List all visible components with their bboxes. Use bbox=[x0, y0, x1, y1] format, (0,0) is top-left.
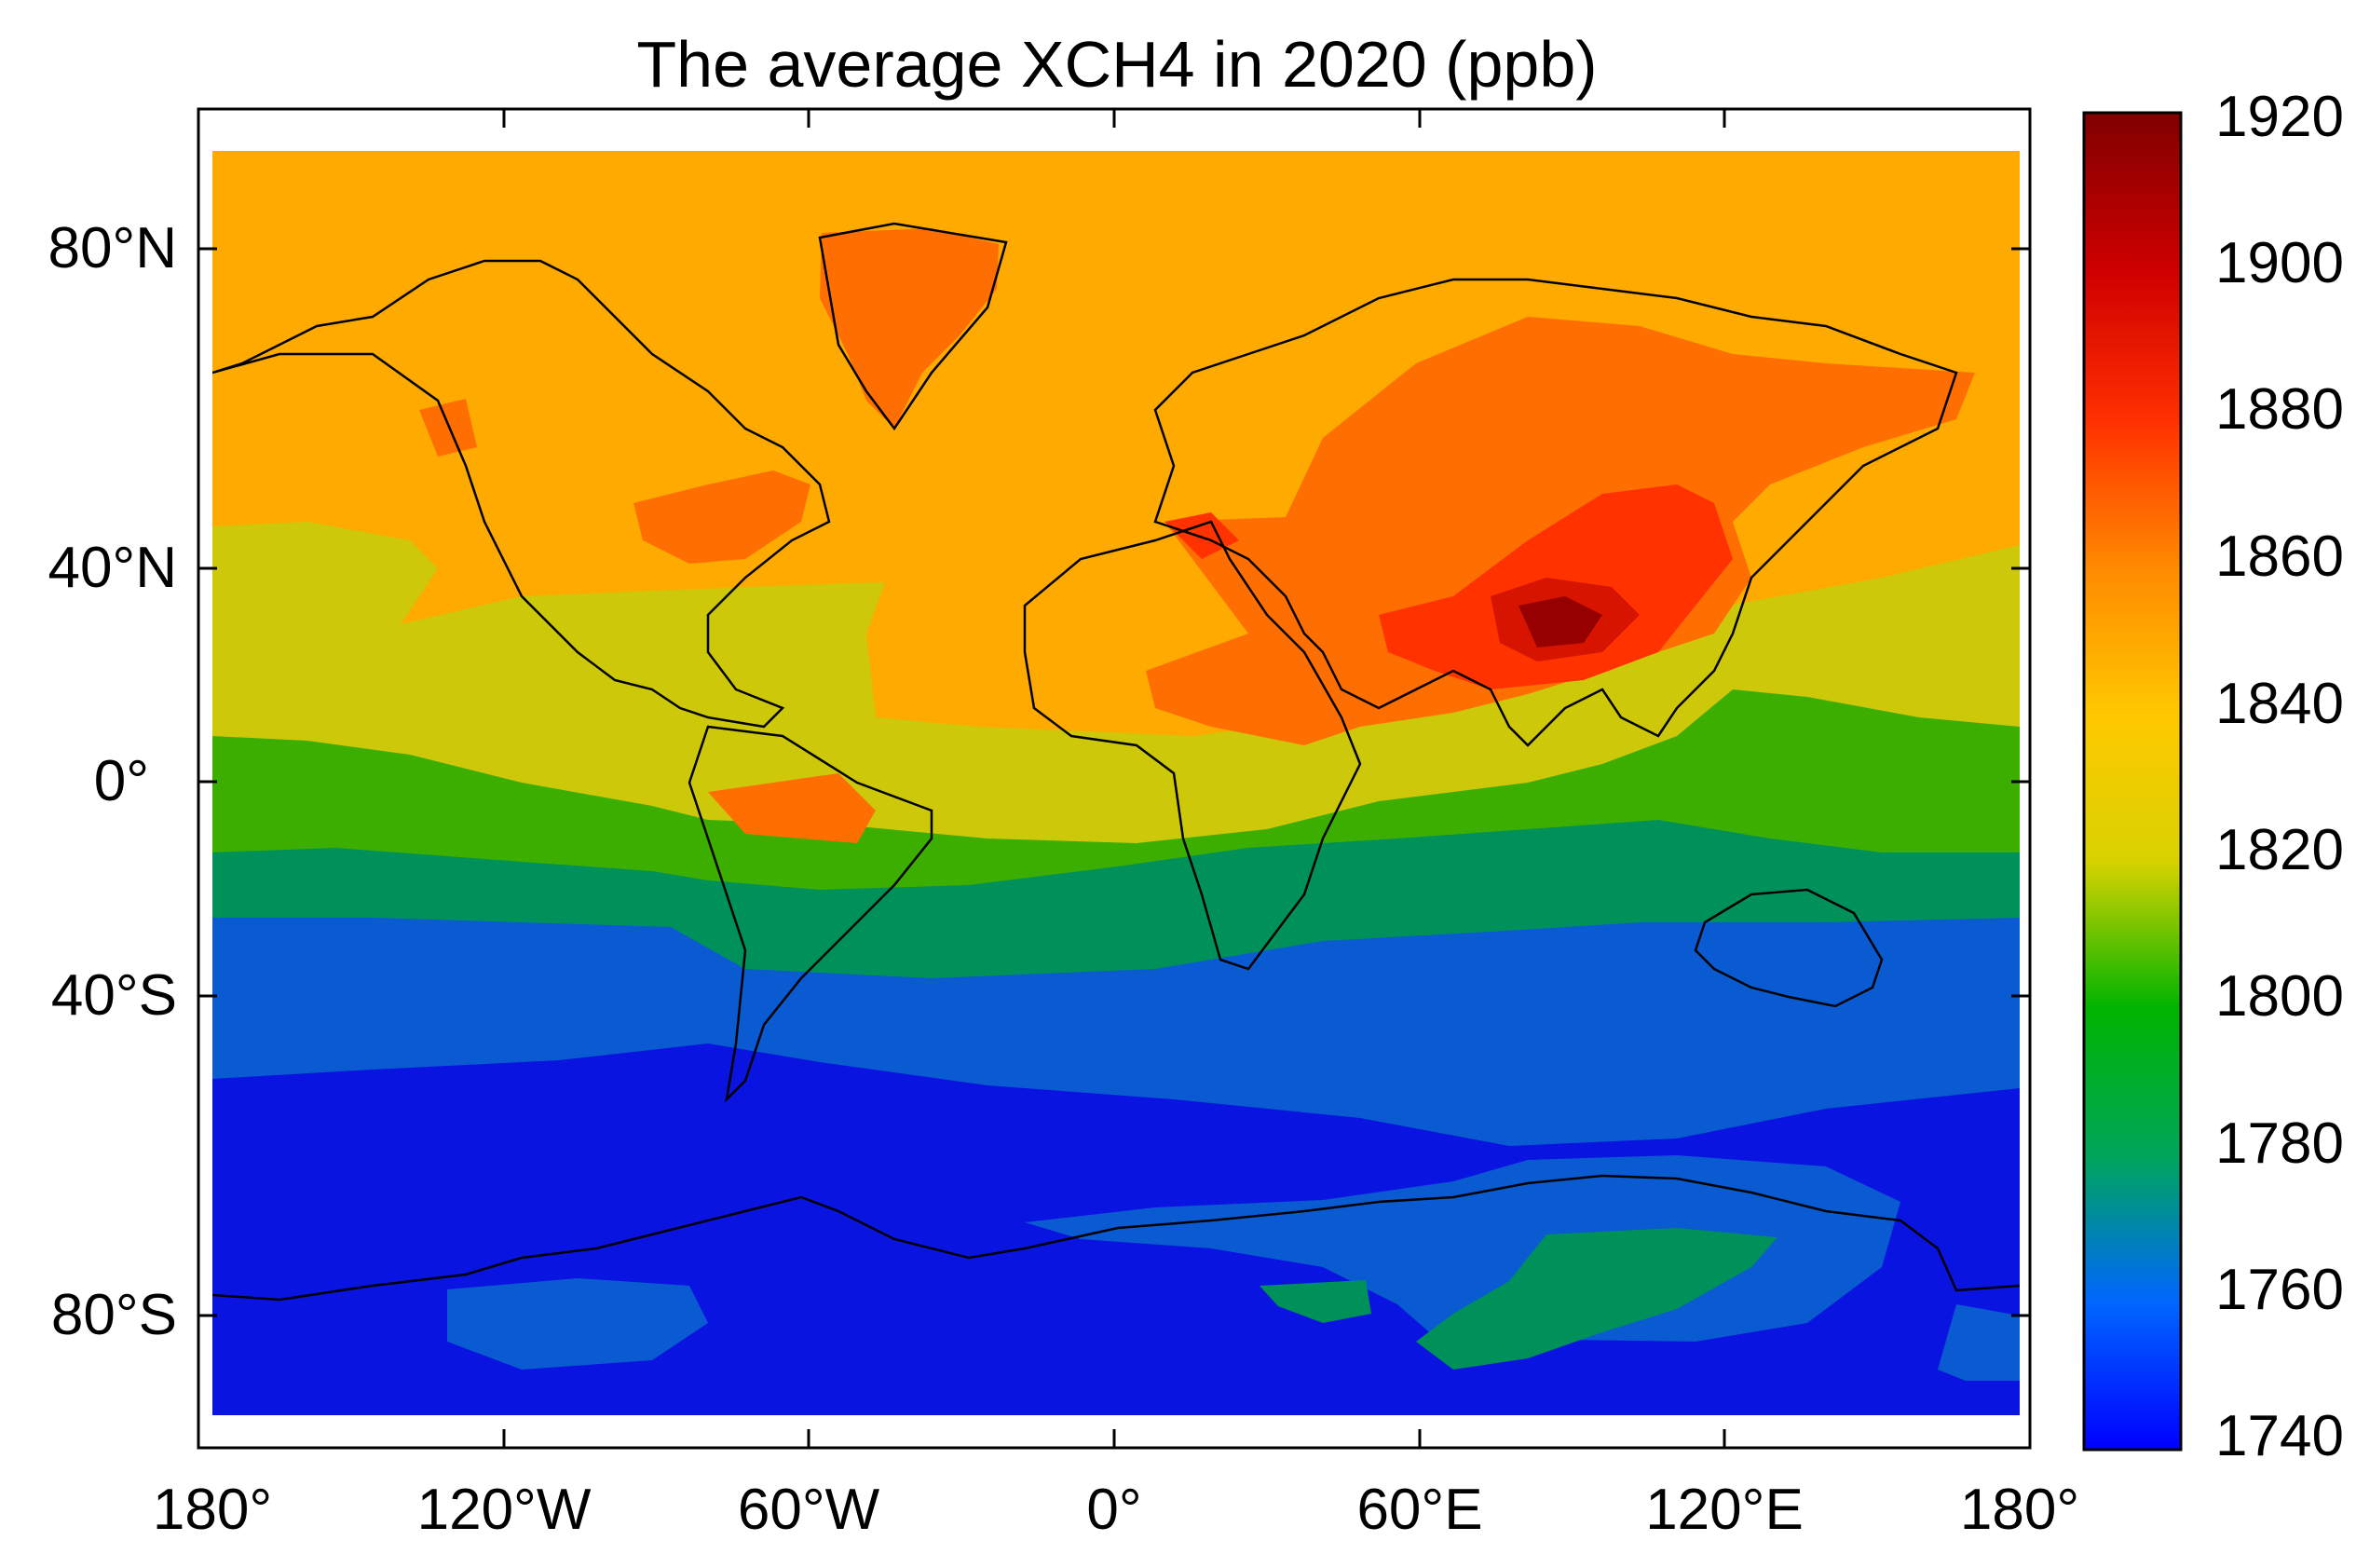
antarctic-1780-patch-small bbox=[1260, 1280, 1371, 1323]
lat-label-40s: 40°S bbox=[50, 963, 177, 1028]
antarctic-1760-west bbox=[447, 1278, 708, 1370]
lat-label-0: 0° bbox=[93, 749, 149, 813]
colorbar-label-1860: 1860 bbox=[2215, 525, 2344, 589]
map-title: The average XCH4 in 2020 (ppb) bbox=[636, 28, 1598, 101]
colorbar-label-1760: 1760 bbox=[2215, 1258, 2344, 1322]
lon-label-0: 0° bbox=[1086, 1478, 1142, 1542]
band-1860-alaska bbox=[419, 399, 477, 457]
lon-label-180w: 180° bbox=[152, 1478, 273, 1542]
colorbar-label-1820: 1820 bbox=[2215, 818, 2344, 882]
coast-australia bbox=[1694, 888, 1884, 1008]
coastlines bbox=[212, 222, 2020, 1302]
colorbar-label-1900: 1900 bbox=[2215, 231, 2344, 295]
tick-marks bbox=[198, 109, 2030, 1448]
lat-label-80s: 80°S bbox=[50, 1283, 177, 1347]
lon-label-120w: 120°W bbox=[416, 1478, 592, 1542]
lon-label-60e: 60°E bbox=[1356, 1478, 1483, 1542]
colorbar bbox=[2082, 111, 2183, 1452]
colorbar-label-1800: 1800 bbox=[2215, 964, 2344, 1029]
antarctic-1780-patch-east bbox=[1416, 1228, 1777, 1370]
coast-south-america bbox=[688, 725, 933, 1103]
coast-antarctica bbox=[212, 1174, 2020, 1302]
band-1860-na bbox=[633, 470, 810, 564]
colorbar-label-1780: 1780 bbox=[2215, 1111, 2344, 1176]
coast-greenland bbox=[818, 222, 1008, 431]
coast-europe-africa bbox=[1023, 520, 1362, 971]
coast-eurasia bbox=[1153, 278, 1958, 747]
xch4-contour-layer bbox=[212, 151, 2020, 1415]
lat-label-40n: 40°N bbox=[48, 536, 177, 600]
lon-label-120e: 120°E bbox=[1645, 1478, 1804, 1542]
colorbar-label-1880: 1880 bbox=[2215, 377, 2344, 442]
colorbar-label-1920: 1920 bbox=[2215, 85, 2344, 149]
lat-label-80n: 80°N bbox=[48, 216, 177, 280]
band-1860-greenland bbox=[820, 228, 999, 429]
band-1920-asia bbox=[1518, 596, 1602, 648]
colorbar-label-1740: 1740 bbox=[2215, 1404, 2344, 1468]
band-1860-sa bbox=[708, 773, 876, 843]
lon-label-60w: 60°W bbox=[737, 1478, 880, 1542]
band-1880-small bbox=[1164, 512, 1239, 559]
coast-north-america bbox=[212, 259, 831, 729]
colorbar-label-1840: 1840 bbox=[2215, 672, 2344, 736]
lon-label-180e: 180° bbox=[1959, 1478, 2080, 1542]
